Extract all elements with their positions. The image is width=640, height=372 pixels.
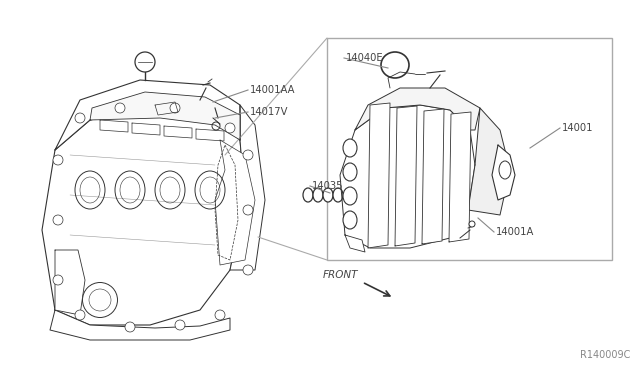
Text: 14040E: 14040E <box>346 53 383 63</box>
Polygon shape <box>449 112 471 242</box>
Text: 14035: 14035 <box>312 181 344 191</box>
Circle shape <box>225 123 235 133</box>
Polygon shape <box>395 106 417 246</box>
Ellipse shape <box>313 188 323 202</box>
Text: 14001A: 14001A <box>496 227 534 237</box>
Text: 14001: 14001 <box>562 123 593 133</box>
Ellipse shape <box>323 188 333 202</box>
Polygon shape <box>355 88 480 130</box>
Circle shape <box>243 205 253 215</box>
Text: R140009C: R140009C <box>580 350 630 360</box>
Polygon shape <box>340 105 475 248</box>
Circle shape <box>75 113 85 123</box>
Polygon shape <box>468 108 510 215</box>
Ellipse shape <box>333 188 343 202</box>
Polygon shape <box>55 250 85 315</box>
Circle shape <box>135 52 155 72</box>
Circle shape <box>170 103 180 113</box>
Polygon shape <box>345 235 365 252</box>
Ellipse shape <box>303 188 313 202</box>
Ellipse shape <box>343 163 357 181</box>
Polygon shape <box>55 80 240 150</box>
Circle shape <box>75 310 85 320</box>
Ellipse shape <box>343 139 357 157</box>
Polygon shape <box>50 310 230 340</box>
Ellipse shape <box>83 282 118 317</box>
Ellipse shape <box>343 187 357 205</box>
Circle shape <box>215 310 225 320</box>
Polygon shape <box>422 109 444 244</box>
Circle shape <box>53 155 63 165</box>
Circle shape <box>53 275 63 285</box>
Circle shape <box>175 320 185 330</box>
Polygon shape <box>42 105 245 325</box>
Polygon shape <box>368 103 390 248</box>
Polygon shape <box>492 145 515 200</box>
Circle shape <box>115 103 125 113</box>
Bar <box>327 38 612 260</box>
Text: 14001AA: 14001AA <box>250 85 296 95</box>
Polygon shape <box>90 92 240 140</box>
Polygon shape <box>215 140 255 265</box>
Text: 14017V: 14017V <box>250 107 289 117</box>
Circle shape <box>53 215 63 225</box>
Circle shape <box>243 265 253 275</box>
Text: FRONT: FRONT <box>323 270 358 280</box>
Circle shape <box>243 150 253 160</box>
Ellipse shape <box>469 221 475 227</box>
Circle shape <box>125 322 135 332</box>
Polygon shape <box>230 105 265 270</box>
Ellipse shape <box>343 211 357 229</box>
